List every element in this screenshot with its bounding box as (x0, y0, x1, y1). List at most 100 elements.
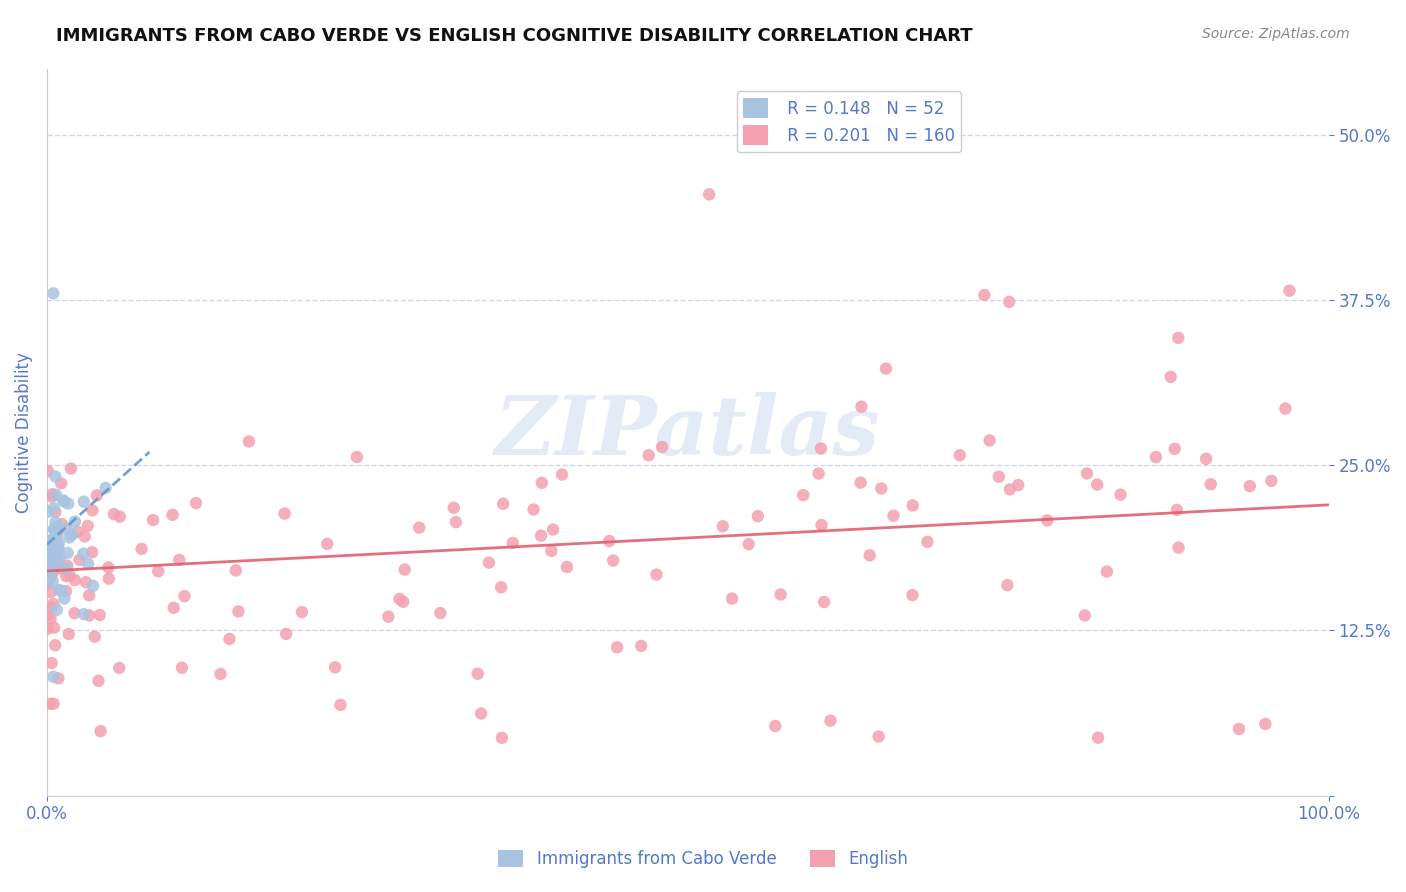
English (167, 553, 190, 567)
English (998, 483, 1021, 497)
English (76, 519, 98, 533)
English (1087, 731, 1109, 745)
Immigrants from Cabo Verde (73, 607, 96, 622)
English (489, 580, 512, 594)
English (394, 563, 416, 577)
English (851, 400, 873, 414)
English (37, 555, 59, 569)
English (55, 569, 77, 583)
English (443, 500, 465, 515)
English (184, 496, 207, 510)
English (1254, 717, 1277, 731)
Immigrants from Cabo Verde (77, 557, 100, 571)
English (103, 507, 125, 521)
English (39, 611, 62, 625)
English (598, 534, 620, 549)
Immigrants from Cabo Verde (58, 497, 80, 511)
English (55, 584, 77, 599)
English (90, 724, 112, 739)
Text: Source: ZipAtlas.com: Source: ZipAtlas.com (1202, 27, 1350, 41)
English (810, 518, 832, 533)
English (82, 503, 104, 517)
English (346, 450, 368, 464)
English (467, 666, 489, 681)
English (1160, 370, 1182, 384)
English (51, 517, 73, 532)
English (173, 589, 195, 603)
English (75, 575, 97, 590)
English (228, 604, 250, 618)
Immigrants from Cabo Verde (48, 536, 70, 550)
English (1166, 503, 1188, 517)
English (42, 597, 65, 611)
English (37, 540, 59, 554)
English (238, 434, 260, 449)
English (995, 578, 1018, 592)
English (69, 553, 91, 567)
English (388, 592, 411, 607)
English (1076, 467, 1098, 481)
Legend:  R = 0.148   N = 52,  R = 0.201   N = 160: R = 0.148 N = 52, R = 0.201 N = 160 (737, 91, 962, 152)
English (77, 608, 100, 623)
English (1239, 479, 1261, 493)
English (637, 448, 659, 462)
Immigrants from Cabo Verde (39, 548, 62, 562)
English (1278, 284, 1301, 298)
English (142, 513, 165, 527)
English (645, 567, 668, 582)
English (522, 502, 544, 516)
English (44, 523, 66, 537)
English (42, 697, 65, 711)
Immigrants from Cabo Verde (38, 553, 60, 567)
Immigrants from Cabo Verde (58, 530, 80, 544)
English (1109, 488, 1132, 502)
English (1199, 477, 1222, 491)
English (1260, 474, 1282, 488)
English (747, 509, 769, 524)
English (870, 482, 893, 496)
Immigrants from Cabo Verde (39, 566, 62, 581)
English (901, 499, 924, 513)
Immigrants from Cabo Verde (42, 670, 65, 684)
Immigrants from Cabo Verde (46, 541, 69, 555)
Immigrants from Cabo Verde (39, 533, 62, 548)
English (792, 488, 814, 502)
English (291, 605, 314, 619)
Immigrants from Cabo Verde (45, 603, 67, 617)
English (651, 440, 673, 454)
English (769, 587, 792, 601)
English (502, 536, 524, 550)
Immigrants from Cabo Verde (39, 554, 62, 568)
English (630, 639, 652, 653)
Immigrants from Cabo Verde (41, 564, 63, 578)
English (37, 559, 59, 574)
English (41, 569, 63, 583)
Immigrants from Cabo Verde (37, 536, 59, 550)
English (39, 600, 62, 615)
English (37, 464, 59, 478)
English (316, 537, 339, 551)
Immigrants from Cabo Verde (45, 554, 67, 568)
English (1074, 608, 1097, 623)
English (810, 442, 832, 456)
English (41, 536, 63, 550)
Immigrants from Cabo Verde (73, 494, 96, 508)
English (849, 475, 872, 490)
English (763, 719, 786, 733)
English (41, 490, 63, 504)
English (38, 534, 60, 549)
English (58, 627, 80, 641)
English (35, 576, 58, 591)
Immigrants from Cabo Verde (55, 561, 77, 575)
English (66, 524, 89, 539)
English (998, 294, 1021, 309)
English (59, 568, 82, 582)
Immigrants from Cabo Verde (45, 535, 67, 549)
Immigrants from Cabo Verde (44, 544, 66, 558)
English (530, 528, 553, 542)
English (87, 673, 110, 688)
English (1167, 331, 1189, 345)
English (44, 638, 66, 652)
English (1167, 541, 1189, 555)
Text: IMMIGRANTS FROM CABO VERDE VS ENGLISH COGNITIVE DISABILITY CORRELATION CHART: IMMIGRANTS FROM CABO VERDE VS ENGLISH CO… (56, 27, 973, 45)
